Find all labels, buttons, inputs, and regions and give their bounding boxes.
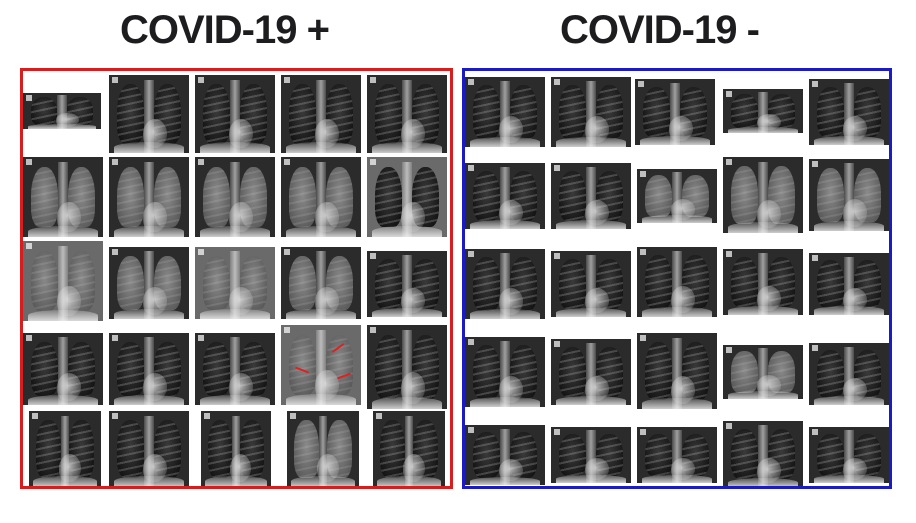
covid-negative-xray <box>637 169 717 223</box>
covid-positive-xray <box>201 411 271 486</box>
covid-negative-xray <box>637 247 717 317</box>
covid-positive-xray <box>23 93 101 129</box>
covid-negative-xray <box>465 77 545 147</box>
covid-positive-xray <box>281 325 361 405</box>
covid-negative-xray <box>465 425 545 485</box>
covid-positive-xray <box>109 75 189 153</box>
covid-positive-xray <box>281 157 361 237</box>
covid-positive-xray <box>373 411 445 486</box>
covid-negative-xray <box>637 427 717 483</box>
covid-negative-xray <box>809 79 889 145</box>
covid-positive-xray <box>109 247 189 319</box>
covid-positive-xray <box>195 157 275 237</box>
covid-positive-xray <box>109 157 189 237</box>
covid-negative-xray <box>635 79 715 145</box>
covid-positive-xray <box>195 75 275 153</box>
covid-positive-xray <box>195 247 275 319</box>
covid-negative-xray <box>723 345 803 399</box>
covid-negative-xray <box>723 157 803 233</box>
covid-negative-xray <box>465 337 545 407</box>
covid-negative-xray <box>465 249 545 319</box>
covid-negative-xray <box>809 343 889 405</box>
covid-positive-xray <box>367 75 447 153</box>
covid-positive-xray <box>281 75 361 153</box>
covid-positive-xray <box>23 157 103 237</box>
covid-positive-xray <box>287 411 359 486</box>
covid-positive-xray <box>281 247 361 319</box>
covid-positive-panel <box>20 68 453 489</box>
covid-negative-xray <box>723 249 803 315</box>
covid-positive-xray <box>109 411 189 486</box>
covid-negative-xray <box>723 89 803 133</box>
covid-positive-xray <box>109 333 189 405</box>
covid-negative-panel <box>462 68 892 489</box>
covid-negative-xray <box>551 163 631 229</box>
covid-negative-xray <box>809 253 889 315</box>
covid-negative-xray <box>551 251 631 317</box>
covid-negative-xray <box>551 339 631 405</box>
covid-positive-xray <box>23 241 103 321</box>
covid-positive-xray <box>367 157 447 237</box>
covid-negative-title: COVID-19 - <box>560 8 760 52</box>
covid-negative-xray <box>465 163 545 229</box>
covid-positive-xray <box>367 251 447 317</box>
covid-positive-xray <box>29 411 101 486</box>
covid-negative-xray <box>723 421 803 486</box>
covid-positive-xray <box>195 333 275 405</box>
covid-negative-xray <box>551 427 631 483</box>
covid-positive-xray <box>367 325 447 409</box>
covid-negative-xray <box>637 333 717 409</box>
covid-negative-xray <box>551 77 631 147</box>
covid-positive-title: COVID-19 + <box>120 8 330 52</box>
covid-negative-xray <box>809 159 889 231</box>
covid-positive-xray <box>23 333 103 405</box>
covid-negative-xray <box>809 427 889 483</box>
